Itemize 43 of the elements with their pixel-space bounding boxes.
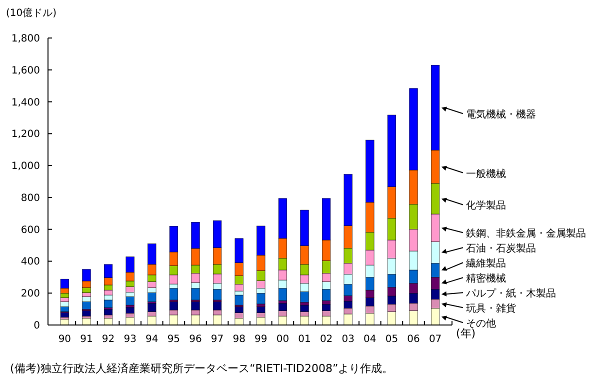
y-tick-label: 1,600: [11, 65, 40, 76]
legend-label: 一般機械: [466, 168, 506, 180]
y-tick-label: 1,200: [11, 129, 40, 140]
legend-label: 電気機械・機器: [466, 108, 536, 121]
x-tick-label: 00: [276, 334, 290, 345]
legend-label: 精密機械: [466, 272, 506, 285]
x-tick-label: 95: [167, 334, 180, 345]
y-tick-label: 400: [20, 256, 40, 268]
x-tick-label: 07: [428, 334, 442, 345]
x-tick-label: 99: [254, 334, 268, 345]
x-tick-label: 93: [124, 334, 136, 345]
x-tick-label: 01: [298, 334, 311, 345]
y-tick-label: 1,800: [11, 34, 40, 44]
x-tick-label: 06: [407, 334, 420, 345]
legend-label: その他: [466, 318, 496, 330]
x-tick-label: 05: [385, 334, 398, 345]
y-tick-label: 200: [20, 288, 40, 300]
x-axis-title: (年): [456, 327, 476, 340]
text: (備考)独立行政法人経済産業研究所データベース“RIETI-TID2008”より作成。: [10, 362, 394, 375]
legend-label: パルプ・紙・木製品: [465, 288, 556, 300]
x-tick-label: 03: [342, 334, 354, 345]
bar: [126, 307, 134, 314]
y-tick-label: 1,000: [11, 161, 40, 172]
legend-label: 繊維製品: [465, 258, 506, 270]
y-tick-label: 0: [34, 320, 40, 332]
x-tick-label: 90: [58, 334, 72, 345]
x-tick-label: 96: [189, 334, 202, 345]
x-tick-label: 97: [210, 334, 224, 345]
x-tick-label: 04: [364, 334, 376, 345]
legend-label: 化学製品: [466, 200, 506, 212]
y-tick-label: 800: [20, 192, 40, 204]
bar: [126, 296, 134, 306]
y-tick-label: 600: [20, 224, 40, 236]
x-tick-label: 92: [102, 334, 115, 345]
x-tick-label: 02: [320, 334, 333, 345]
x-tick-label: 94: [146, 334, 158, 345]
x-tick-label: 98: [232, 334, 246, 345]
y-tick-label: 1,400: [11, 97, 40, 108]
legend-label: 石油・石炭製品: [466, 242, 536, 255]
legend-label: 玩具・雑貨: [466, 302, 516, 315]
legend-label: 鉄鋼、非鉄金属・金属製品: [466, 228, 586, 240]
y-axis-title: (10億ドル): [6, 7, 57, 19]
x-tick-label: 91: [80, 334, 93, 345]
